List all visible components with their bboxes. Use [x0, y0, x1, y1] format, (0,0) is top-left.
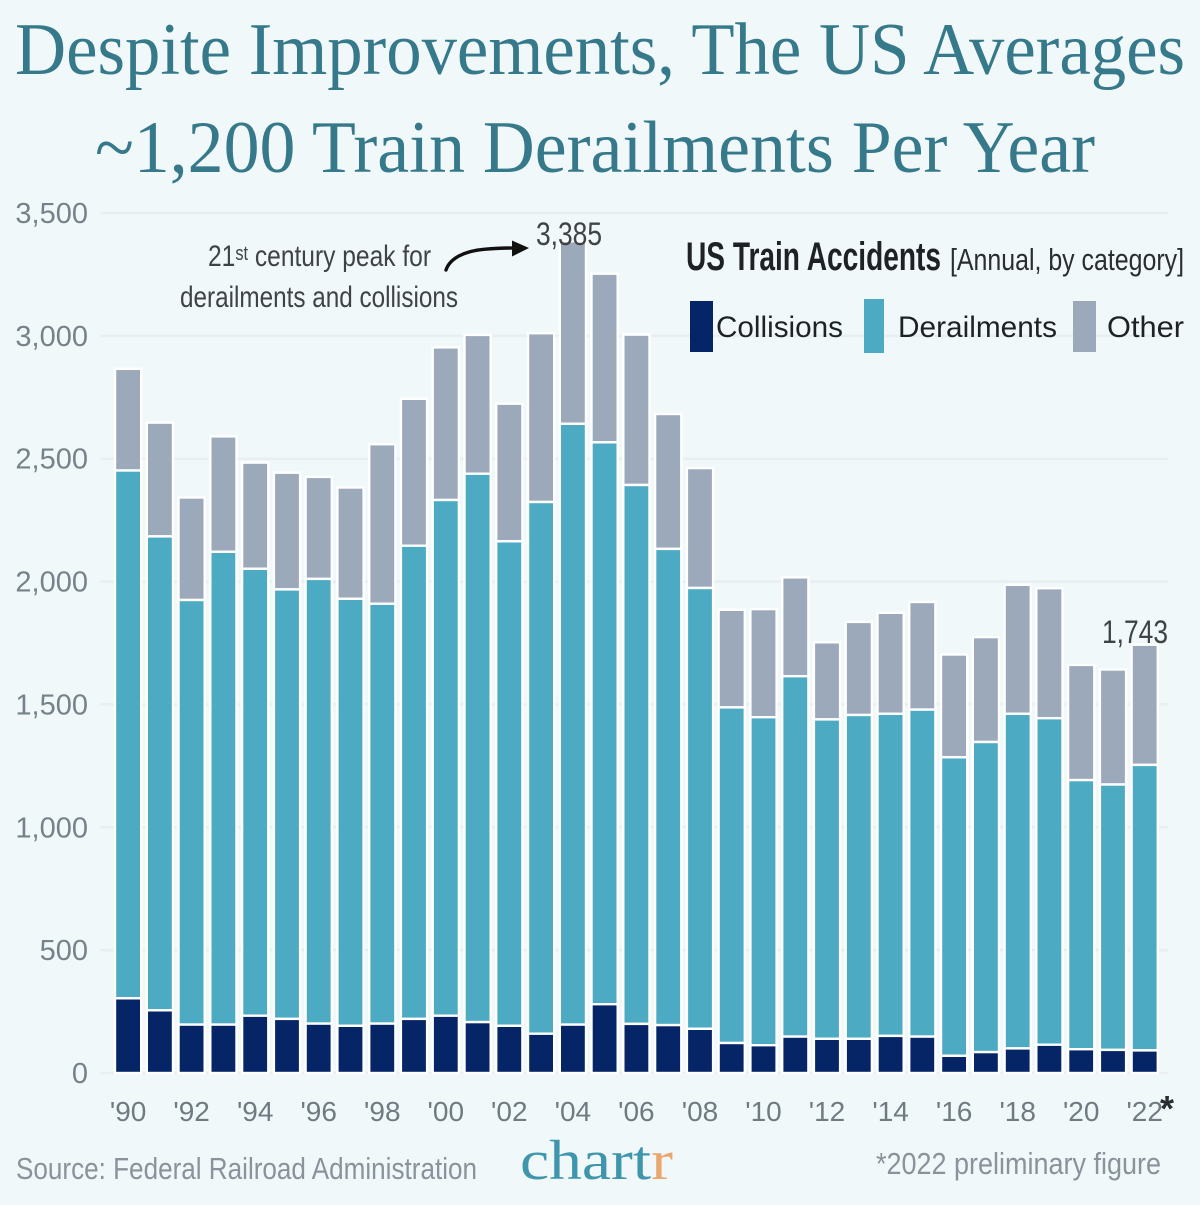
svg-text:2,000: 2,000 — [15, 567, 88, 599]
svg-text:1,000: 1,000 — [15, 812, 88, 844]
svg-text:1,743: 1,743 — [1102, 614, 1168, 650]
svg-text:'02: '02 — [491, 1096, 528, 1127]
svg-text:~1,200 Train Derailments Per Y: ~1,200 Train Derailments Per Year — [95, 107, 1095, 189]
svg-text:US Train Accidents: US Train Accidents — [686, 235, 941, 279]
svg-text:'96: '96 — [300, 1096, 337, 1127]
svg-text:'10: '10 — [745, 1096, 782, 1127]
svg-text:'00: '00 — [428, 1096, 465, 1127]
svg-text:'20: '20 — [1063, 1096, 1100, 1127]
svg-text:'12: '12 — [809, 1096, 846, 1127]
svg-text:'92: '92 — [173, 1096, 210, 1127]
svg-text:'90: '90 — [110, 1096, 147, 1127]
svg-text:'16: '16 — [936, 1096, 973, 1127]
svg-text:Source: Federal Railroad Admin: Source: Federal Railroad Administration — [16, 1151, 477, 1186]
svg-text:derailments and collisions: derailments and collisions — [180, 281, 458, 314]
svg-text:Derailments: Derailments — [898, 311, 1057, 344]
svg-text:'22: '22 — [1126, 1096, 1163, 1127]
svg-text:'14: '14 — [872, 1096, 909, 1127]
svg-text:*: * — [1160, 1088, 1174, 1129]
svg-text:'18: '18 — [999, 1096, 1036, 1127]
svg-text:'06: '06 — [618, 1096, 655, 1127]
svg-text:'08: '08 — [682, 1096, 719, 1127]
svg-text:1,500: 1,500 — [15, 689, 88, 721]
svg-text:'04: '04 — [555, 1096, 592, 1127]
svg-text:3,500: 3,500 — [15, 198, 88, 230]
svg-text:3,385: 3,385 — [536, 216, 602, 252]
svg-text:Despite Improvements, The US A: Despite Improvements, The US Averages — [15, 9, 1185, 91]
svg-text:[Annual, by category]: [Annual, by category] — [950, 242, 1184, 277]
svg-text:*2022 preliminary figure: *2022 preliminary figure — [876, 1146, 1161, 1181]
svg-text:'94: '94 — [237, 1096, 274, 1127]
svg-text:Collisions: Collisions — [716, 311, 843, 344]
svg-text:3,000: 3,000 — [15, 321, 88, 353]
svg-text:2,500: 2,500 — [15, 444, 88, 476]
svg-text:Other: Other — [1107, 311, 1184, 344]
svg-text:500: 500 — [40, 935, 88, 967]
svg-text:0: 0 — [72, 1058, 88, 1090]
svg-text:'98: '98 — [364, 1096, 401, 1127]
